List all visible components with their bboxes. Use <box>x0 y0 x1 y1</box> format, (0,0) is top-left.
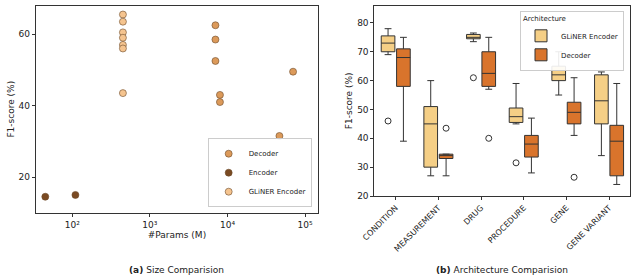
svg-text:20: 20 <box>357 191 369 201</box>
svg-text:MEASUREMENT: MEASUREMENT <box>393 203 443 253</box>
svg-text:#Params (M): #Params (M) <box>148 230 206 240</box>
svg-text:GENE VARIANT: GENE VARIANT <box>565 203 614 252</box>
svg-text:(b) Architecture Comparision: (b) Architecture Comparision <box>436 265 568 275</box>
svg-text:10⁵: 10⁵ <box>298 220 313 230</box>
svg-text:70: 70 <box>357 47 369 57</box>
svg-text:(a) Size Comparision: (a) Size Comparision <box>129 265 224 275</box>
svg-text:60: 60 <box>19 29 31 39</box>
svg-text:Decoder: Decoder <box>561 52 591 60</box>
svg-text:10³: 10³ <box>142 220 157 230</box>
svg-text:10⁴: 10⁴ <box>220 220 235 230</box>
svg-text:GENE: GENE <box>549 203 571 225</box>
svg-text:40: 40 <box>19 101 31 111</box>
svg-text:10²: 10² <box>65 220 80 230</box>
svg-text:PROCEDURE: PROCEDURE <box>486 203 528 245</box>
svg-text:50: 50 <box>357 105 369 115</box>
svg-text:GLiNER Encoder: GLiNER Encoder <box>561 33 618 41</box>
svg-text:20: 20 <box>19 172 31 182</box>
svg-text:DRUG: DRUG <box>462 203 485 226</box>
svg-text:40: 40 <box>357 133 369 143</box>
svg-text:Encoder: Encoder <box>249 169 278 177</box>
svg-text:Architecture: Architecture <box>523 15 566 23</box>
svg-text:GLiNER Encoder: GLiNER Encoder <box>249 188 306 196</box>
svg-text:30: 30 <box>357 162 369 172</box>
svg-text:CONDITION: CONDITION <box>361 203 400 242</box>
svg-text:F1-score (%): F1-score (%) <box>6 81 16 138</box>
svg-text:60: 60 <box>357 76 369 86</box>
svg-text:Decoder: Decoder <box>249 150 279 158</box>
svg-text:80: 80 <box>357 18 369 28</box>
svg-text:F1-score (%): F1-score (%) <box>344 72 354 129</box>
